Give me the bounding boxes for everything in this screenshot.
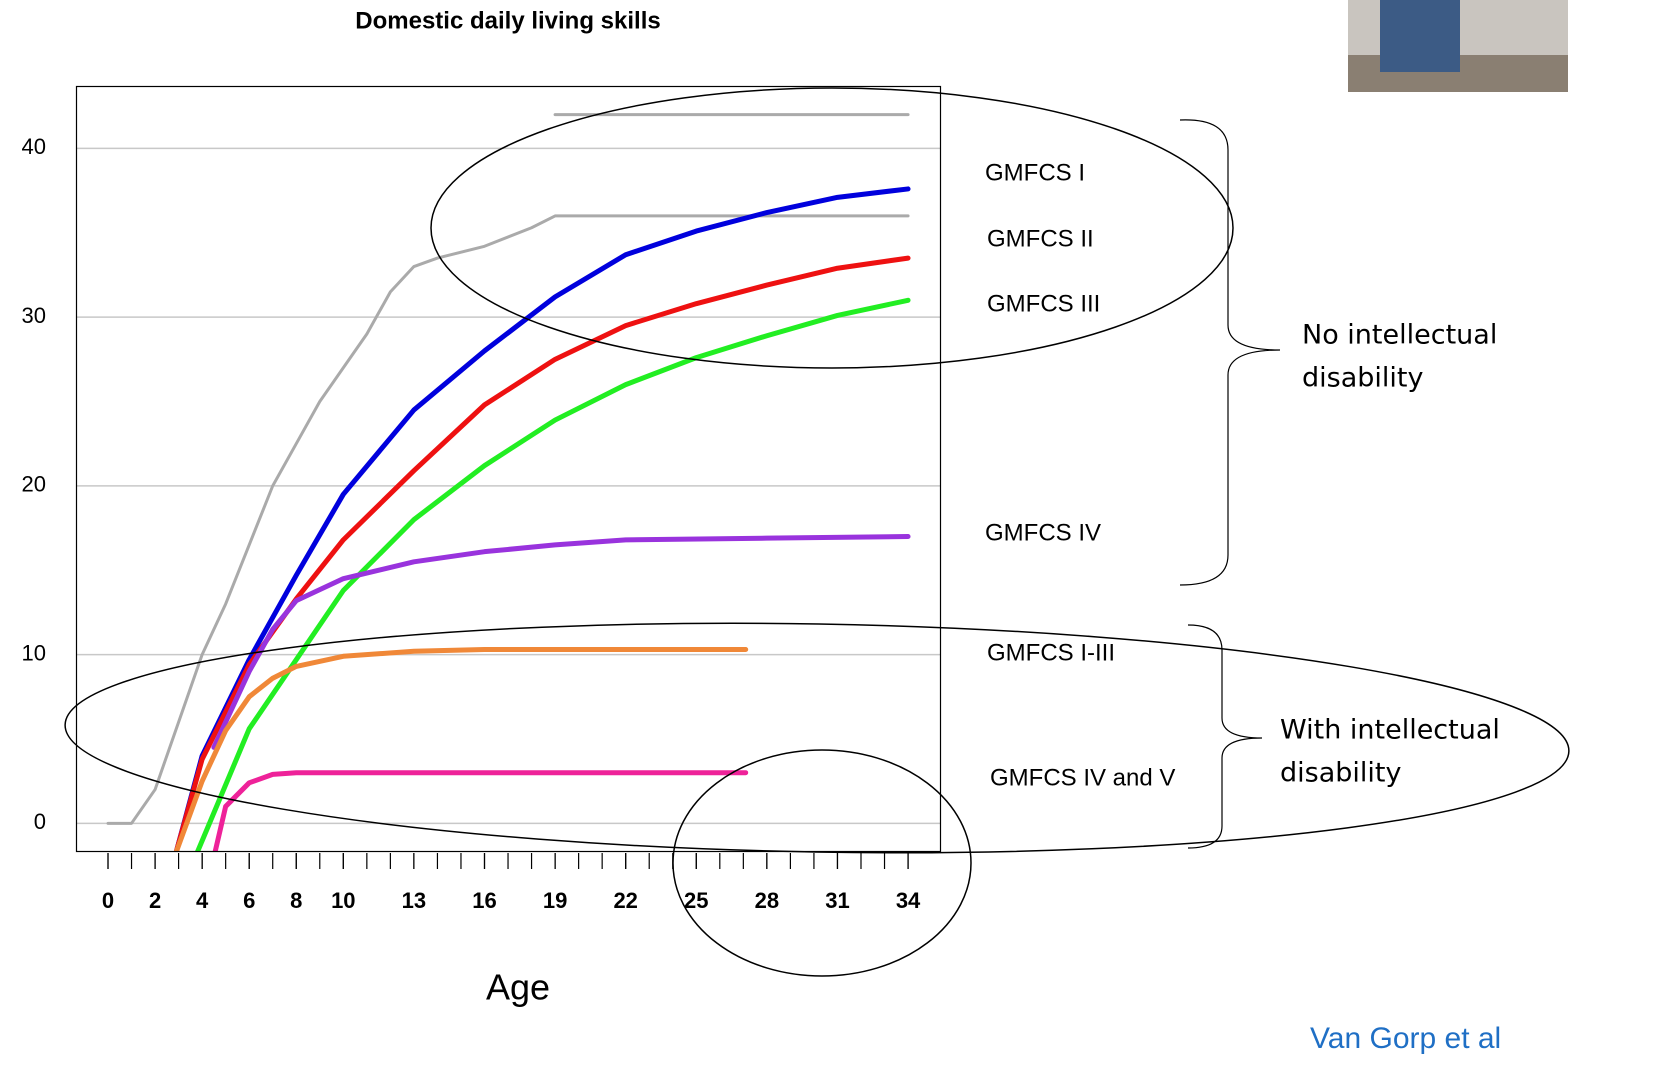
annotation: GMFCS I-III <box>987 639 1115 666</box>
x-tick-label: 28 <box>755 888 779 913</box>
x-tick-label: 31 <box>825 888 849 913</box>
group-label: No intellectual <box>1302 320 1497 351</box>
photo-jeans <box>1380 0 1460 72</box>
y-tick-label: 20 <box>22 472 46 497</box>
x-tick-label: 10 <box>331 888 355 913</box>
series-line <box>195 297 911 851</box>
ticks: 0 10 20 30 40 0 2 4 6 8 10 13 16 19 22 25 28 31 34 <box>22 134 922 913</box>
grid <box>76 147 941 825</box>
annotation: GMFCS II <box>987 225 1094 252</box>
y-tick-label: 10 <box>22 640 46 665</box>
x-axis-label: Age <box>486 967 550 1008</box>
x-tick-label: 13 <box>402 888 426 913</box>
series-line <box>173 186 911 851</box>
y-tick-label: 0 <box>34 809 46 834</box>
series-line <box>211 533 911 750</box>
annotation: GMFCS I <box>985 159 1085 186</box>
ellipse <box>430 87 1234 369</box>
x-tick-label: 22 <box>613 888 637 913</box>
chart-title: Domestic daily living skills <box>355 7 660 34</box>
x-tick-label: 34 <box>896 888 921 913</box>
x-tick-label: 8 <box>290 888 302 913</box>
annotation: GMFCS III <box>987 290 1100 317</box>
y-tick-label: 40 <box>22 134 46 159</box>
x-tick-label: 4 <box>196 888 209 913</box>
group-label: disability <box>1302 363 1423 394</box>
ellipse <box>672 749 972 977</box>
x-tick-label: 0 <box>102 888 114 913</box>
plot-frame <box>75 85 942 853</box>
brace <box>1187 624 1263 849</box>
series-line <box>212 770 749 851</box>
group-label: With intellectual <box>1280 715 1500 746</box>
x-tick-label: 16 <box>472 888 496 913</box>
source: Van Gorp et al <box>1310 1022 1501 1055</box>
brace <box>1179 119 1281 586</box>
annotation: GMFCS IV and V <box>990 764 1175 791</box>
x-tick-label: 6 <box>243 888 255 913</box>
ellipse <box>64 622 1570 854</box>
x-tick-label: 25 <box>684 888 708 913</box>
x-tick-label: 2 <box>149 888 161 913</box>
series-line <box>173 647 749 851</box>
group-label: disability <box>1280 758 1401 789</box>
x-tick-label: 19 <box>543 888 567 913</box>
series-line <box>173 255 911 851</box>
y-tick-label: 30 <box>22 303 46 328</box>
series-line <box>106 214 910 825</box>
annotation: GMFCS IV <box>985 519 1101 546</box>
plot-lines <box>106 113 911 851</box>
